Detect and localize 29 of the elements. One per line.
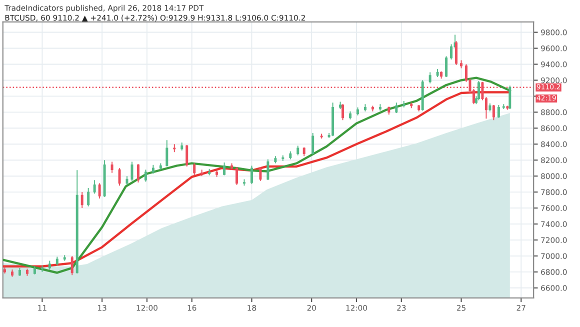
candlestick — [497, 104, 500, 118]
candlestick — [342, 104, 344, 121]
candlestick — [312, 132, 314, 155]
candlestick — [98, 182, 101, 199]
candlestick — [118, 168, 121, 186]
candlestick — [395, 102, 398, 114]
candlestick — [250, 165, 253, 185]
candlestick — [296, 145, 300, 156]
candlestick — [477, 80, 480, 101]
candlestick — [450, 44, 453, 60]
candlestick — [193, 162, 196, 176]
candlestick — [93, 180, 96, 194]
candlestick — [223, 162, 226, 176]
candlestick — [236, 166, 238, 186]
candlestick — [80, 192, 84, 209]
candlestick — [508, 85, 512, 110]
candlestick — [110, 161, 114, 174]
candlestick — [492, 104, 495, 121]
candlestick — [259, 166, 262, 182]
candlestick — [428, 72, 432, 84]
candlestick — [70, 255, 74, 276]
candlestick — [130, 161, 134, 182]
candlestick — [87, 188, 90, 207]
candlestick — [266, 158, 270, 181]
candlestick — [445, 56, 448, 78]
candlestick — [166, 140, 168, 167]
candlestick — [186, 144, 188, 167]
candlestick — [144, 169, 147, 182]
candlestick — [136, 164, 140, 183]
